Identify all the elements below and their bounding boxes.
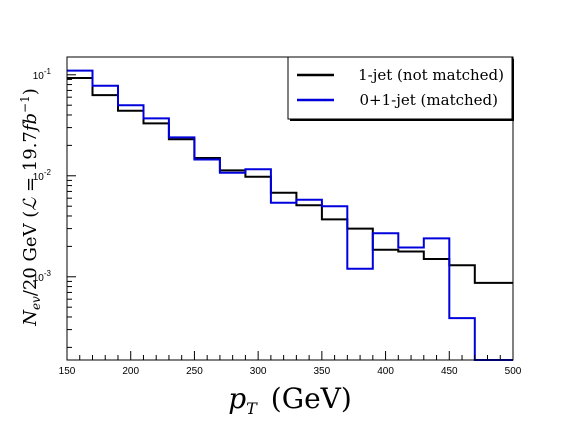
legend-label-1-jet: 1-jet (not matched)	[358, 66, 504, 84]
y-axis-title: Nev/20 GeV (ℒ = 19.7fb−1)	[18, 88, 43, 327]
x-tick-label: 400	[377, 366, 394, 377]
x-tick-label: 200	[122, 366, 139, 377]
y-axis-ticks: 10-1 10-2 10-3	[33, 67, 76, 348]
y-tick-label: 10-2	[33, 168, 52, 183]
legend: 1-jet (not matched) 0+1-jet (matched)	[287, 56, 514, 121]
series-0plus1-jet-matched	[67, 69, 513, 361]
legend-box-shadow	[290, 119, 514, 121]
y-tick-label: 10-1	[33, 67, 52, 82]
legend-box-shadow-side	[512, 59, 514, 121]
legend-box	[287, 56, 513, 120]
y-tick-label: 10-3	[33, 269, 52, 284]
x-axis-title: pT (GeV)	[228, 382, 352, 418]
x-tick-label: 500	[505, 366, 522, 377]
x-axis-ticks: 150 200 250 300 350 400 450 500	[59, 351, 522, 377]
x-tick-label: 300	[250, 366, 267, 377]
x-tick-label: 250	[186, 366, 203, 377]
series-layer	[67, 69, 513, 361]
x-tick-label: 150	[59, 366, 76, 377]
legend-label-0plus1-jet: 0+1-jet (matched)	[360, 91, 499, 109]
x-tick-label: 450	[441, 366, 458, 377]
x-tick-label: 350	[314, 366, 331, 377]
